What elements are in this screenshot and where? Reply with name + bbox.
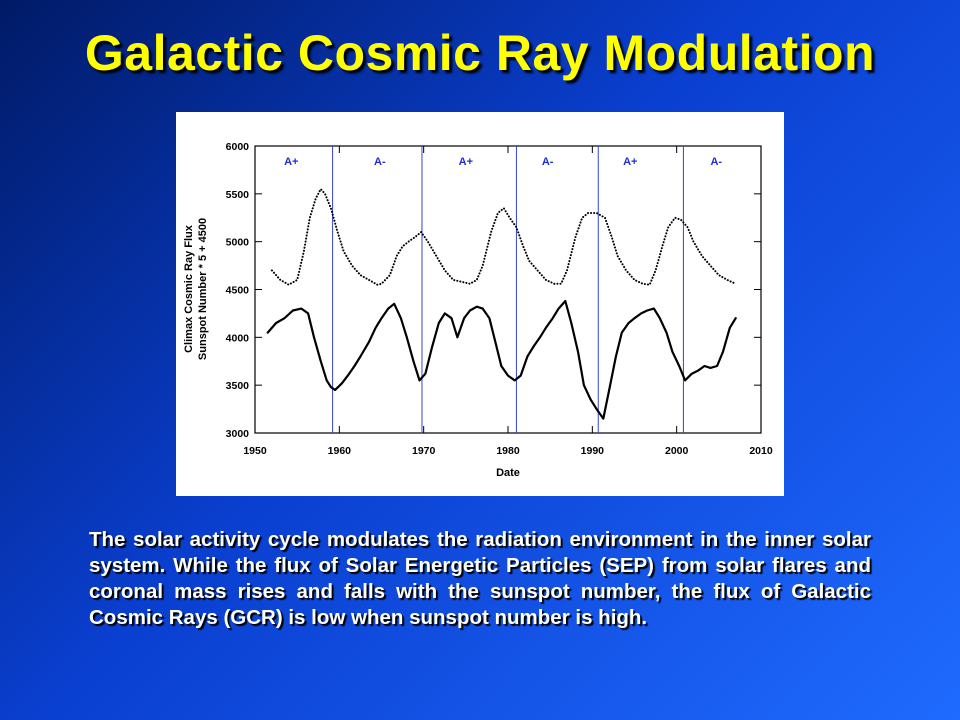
y-axis-title-line-1: Climax Cosmic Ray Flux <box>183 224 195 353</box>
x-tick-label-6: 2010 <box>749 445 773 457</box>
cosmic-ray-chart: A+ A- A+ A- A+ A- 3000 3500 4000 4500 5000 5500 600… <box>183 141 773 479</box>
polarity-label-2: A+ <box>459 156 473 168</box>
slide-title: Galactic Cosmic Ray Modulation <box>84 25 876 81</box>
plot-frame <box>254 145 762 434</box>
y-tick-label-2: 4000 <box>226 332 250 344</box>
y-tick-label-4: 5000 <box>226 237 250 249</box>
x-tick-label-1: 1960 <box>328 445 352 457</box>
polarity-label-4: A+ <box>623 156 637 168</box>
polarity-label-3: A- <box>542 156 554 168</box>
polarity-label-1: A- <box>374 156 386 168</box>
y-axis: 3000 3500 4000 4500 5000 5500 6000 <box>226 141 761 440</box>
polarity-labels: A+ A- A+ A- A+ A- <box>284 156 722 168</box>
x-tick-label-4: 1990 <box>581 445 605 457</box>
x-tick-label-5: 2000 <box>665 445 689 457</box>
y-tick-label-3: 4500 <box>226 285 250 297</box>
y-tick-label-6: 6000 <box>226 141 250 153</box>
y-tick-label-5: 5500 <box>226 189 250 201</box>
x-tick-label-0: 1950 <box>243 445 267 457</box>
y-tick-label-1: 3500 <box>226 380 250 392</box>
polarity-label-5: A- <box>710 156 722 168</box>
cosmic-ray-flux-line-0 <box>270 188 737 286</box>
chart-panel: A+ A- A+ A- A+ A- 3000 3500 4000 4500 5000 5500 600… <box>176 112 784 496</box>
slide-caption: The solar activity cycle modulates the r… <box>89 528 871 629</box>
x-tick-label-2: 1970 <box>412 445 436 457</box>
sunspot-line-1 <box>266 299 737 420</box>
polarity-markers <box>332 146 684 433</box>
x-tick-label-3: 1980 <box>496 445 520 457</box>
x-axis: 1950 1960 1970 1980 1990 2000 2010 <box>243 146 773 457</box>
polarity-label-0: A+ <box>284 156 298 168</box>
y-axis-title-line-2: Sunspot Number * 5 + 4500 <box>197 218 209 360</box>
data-series <box>266 188 737 420</box>
x-axis-title: Date <box>496 467 520 479</box>
y-tick-label-0: 3000 <box>226 428 250 440</box>
